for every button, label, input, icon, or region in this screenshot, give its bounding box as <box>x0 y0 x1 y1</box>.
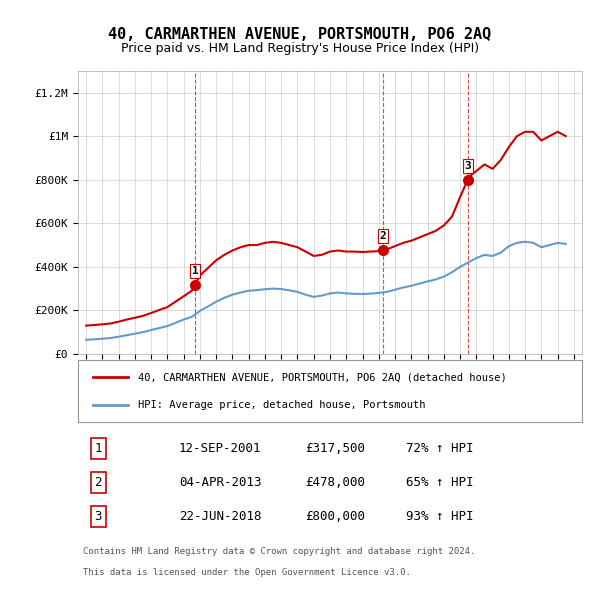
Text: This data is licensed under the Open Government Licence v3.0.: This data is licensed under the Open Gov… <box>83 568 411 577</box>
Text: 04-APR-2013: 04-APR-2013 <box>179 476 262 489</box>
Text: 2: 2 <box>94 476 102 489</box>
Text: 22-JUN-2018: 22-JUN-2018 <box>179 510 262 523</box>
Text: 1: 1 <box>191 266 199 276</box>
Text: 12-SEP-2001: 12-SEP-2001 <box>179 442 262 455</box>
Text: 65% ↑ HPI: 65% ↑ HPI <box>406 476 473 489</box>
Text: HPI: Average price, detached house, Portsmouth: HPI: Average price, detached house, Port… <box>139 399 426 409</box>
Text: 72% ↑ HPI: 72% ↑ HPI <box>406 442 473 455</box>
Text: 3: 3 <box>464 161 471 171</box>
Text: 3: 3 <box>94 510 102 523</box>
Text: 40, CARMARTHEN AVENUE, PORTSMOUTH, PO6 2AQ: 40, CARMARTHEN AVENUE, PORTSMOUTH, PO6 2… <box>109 27 491 41</box>
Text: 1: 1 <box>94 442 102 455</box>
Text: Contains HM Land Registry data © Crown copyright and database right 2024.: Contains HM Land Registry data © Crown c… <box>83 548 475 556</box>
Text: 40, CARMARTHEN AVENUE, PORTSMOUTH, PO6 2AQ (detached house): 40, CARMARTHEN AVENUE, PORTSMOUTH, PO6 2… <box>139 372 507 382</box>
Text: 93% ↑ HPI: 93% ↑ HPI <box>406 510 473 523</box>
Text: £800,000: £800,000 <box>305 510 365 523</box>
Text: £317,500: £317,500 <box>305 442 365 455</box>
Text: £478,000: £478,000 <box>305 476 365 489</box>
Text: 2: 2 <box>379 231 386 241</box>
Text: Price paid vs. HM Land Registry's House Price Index (HPI): Price paid vs. HM Land Registry's House … <box>121 42 479 55</box>
